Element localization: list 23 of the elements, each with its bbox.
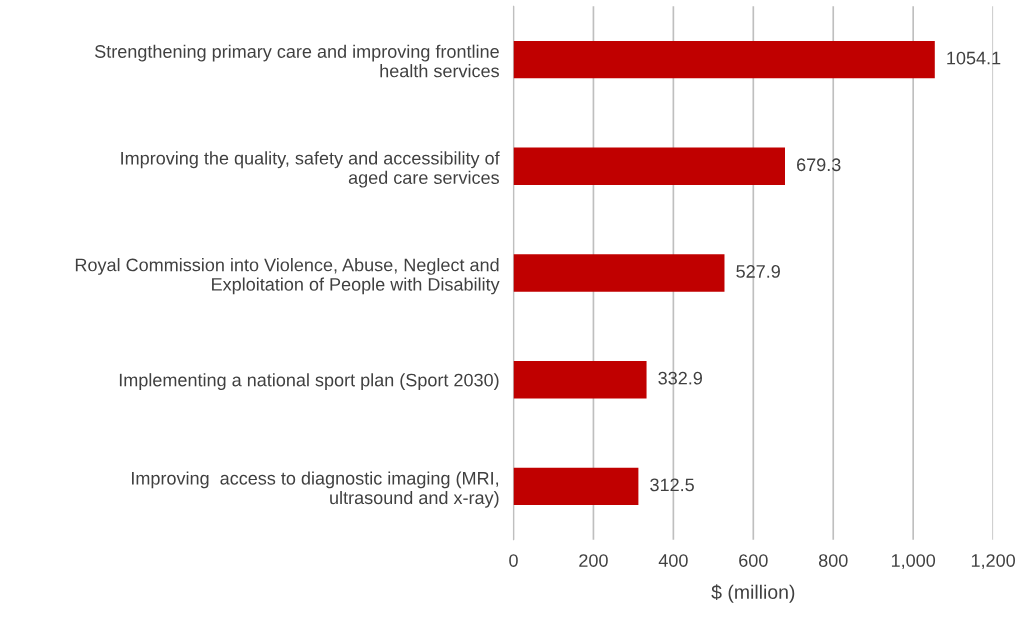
bar	[513, 361, 647, 399]
x-axis-title: $ (million)	[711, 584, 795, 603]
y-tick-label: Improving the quality, safety and accessibility of aged care services	[121, 151, 500, 188]
x-tick-label: 0	[509, 554, 518, 567]
bar	[513, 467, 639, 506]
y-tick-label: Implementing a national sport plan (Sport 2030)	[119, 373, 499, 390]
y-tick-label: Royal Commission into Violence, Abuse, Neglect and Exploitation of People with Disability	[75, 258, 500, 295]
data-label: 1054.1	[947, 51, 1001, 65]
data-label: 312.5	[650, 478, 694, 492]
data-label: 527.9	[736, 265, 780, 278]
x-tick-label: 400	[658, 554, 688, 567]
bar	[513, 147, 785, 185]
x-tick-label: 200	[579, 554, 608, 567]
x-tick-label: 1,200	[971, 554, 1015, 570]
x-tick-label: 1,000	[891, 554, 936, 570]
data-label: 679.3	[797, 158, 841, 172]
bar	[513, 254, 725, 292]
data-label: 332.9	[658, 371, 702, 385]
bar	[513, 40, 935, 79]
x-tick-label: 600	[739, 554, 768, 567]
y-tick-label: Improving access to diagnostic imaging (MRI, ultrasound and x-ray)	[132, 471, 499, 508]
x-tick-label: 800	[818, 554, 848, 567]
y-tick-label: Strengthening primary care and improving frontline health services	[95, 44, 499, 78]
